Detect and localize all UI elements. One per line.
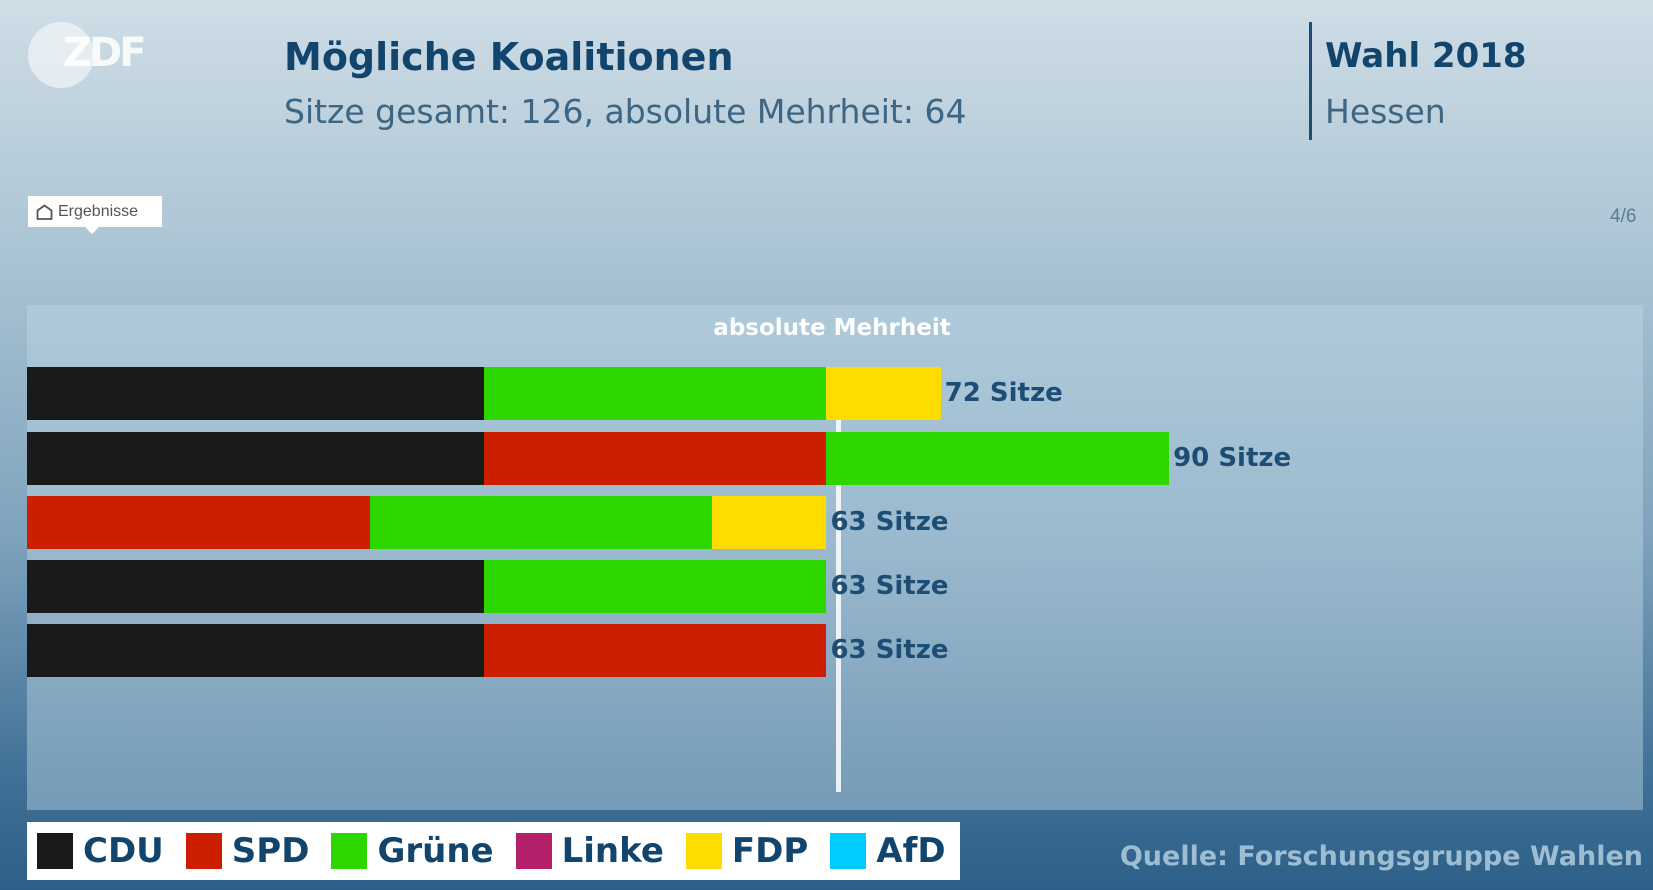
bar-segment-fdp xyxy=(712,496,827,549)
legend-item-fdp: FDP xyxy=(685,831,809,871)
bar-segment-cdu xyxy=(27,624,484,677)
legend-swatch xyxy=(185,833,222,869)
election-title: Wahl 2018 xyxy=(1325,36,1527,76)
bar-segment-spd xyxy=(27,496,370,549)
legend-label: FDP xyxy=(731,831,809,871)
legend-swatch xyxy=(685,833,722,869)
legend-swatch xyxy=(830,833,867,869)
home-label: Ergebnisse xyxy=(58,202,139,220)
bar-value-label: 90 Sitze xyxy=(1173,443,1292,473)
legend-swatch xyxy=(515,833,552,869)
bar-segment-cdu xyxy=(27,367,484,420)
legend-label: CDU xyxy=(83,831,164,871)
bar-segment-grüne xyxy=(483,560,827,613)
legend-item-grüne: Grüne xyxy=(331,831,494,871)
majority-line xyxy=(836,367,842,792)
home-results-button[interactable]: Ergebnisse xyxy=(28,196,162,234)
legend-swatch xyxy=(331,833,368,869)
page-indicator: 4/6 xyxy=(1610,206,1637,227)
legend-item-cdu: CDU xyxy=(37,831,164,871)
legend-item-linke: Linke xyxy=(515,831,664,871)
page-subtitle: Sitze gesamt: 126, absolute Mehrheit: 64 xyxy=(284,92,967,131)
bar-value-label: 72 Sitze xyxy=(944,378,1063,408)
bar-value-label: 63 Sitze xyxy=(830,571,949,601)
legend-label: Linke xyxy=(561,831,664,871)
bar-segment-grüne xyxy=(826,432,1170,485)
bar-segment-spd xyxy=(483,432,827,485)
legend-label: Grüne xyxy=(377,831,494,871)
source-note: Quelle: Forschungsgruppe Wahlen xyxy=(1119,841,1643,872)
divider xyxy=(1309,22,1312,140)
bar-segment-cdu xyxy=(27,432,484,485)
legend-item-spd: SPD xyxy=(185,831,310,871)
region-name: Hessen xyxy=(1325,92,1446,131)
page-title: Mögliche Koalitionen xyxy=(284,35,734,79)
zdf-logo: ZDF xyxy=(28,22,178,92)
bar-value-label: 63 Sitze xyxy=(830,635,949,665)
bar-segment-grüne xyxy=(483,367,827,420)
majority-label: absolute Mehrheit xyxy=(713,315,951,341)
legend-label: SPD xyxy=(231,831,310,871)
legend-item-afd: AfD xyxy=(830,831,946,871)
bar-segment-grüne xyxy=(369,496,713,549)
legend-label: AfD xyxy=(876,831,946,871)
home-icon xyxy=(36,203,53,220)
legend: CDU SPD Grüne Linke FDP AfD xyxy=(27,822,960,880)
bar-segment-cdu xyxy=(27,560,484,613)
legend-swatch xyxy=(37,833,73,869)
bar-segment-fdp xyxy=(826,367,941,420)
bar-value-label: 63 Sitze xyxy=(830,507,949,537)
bar-segment-spd xyxy=(483,624,827,677)
